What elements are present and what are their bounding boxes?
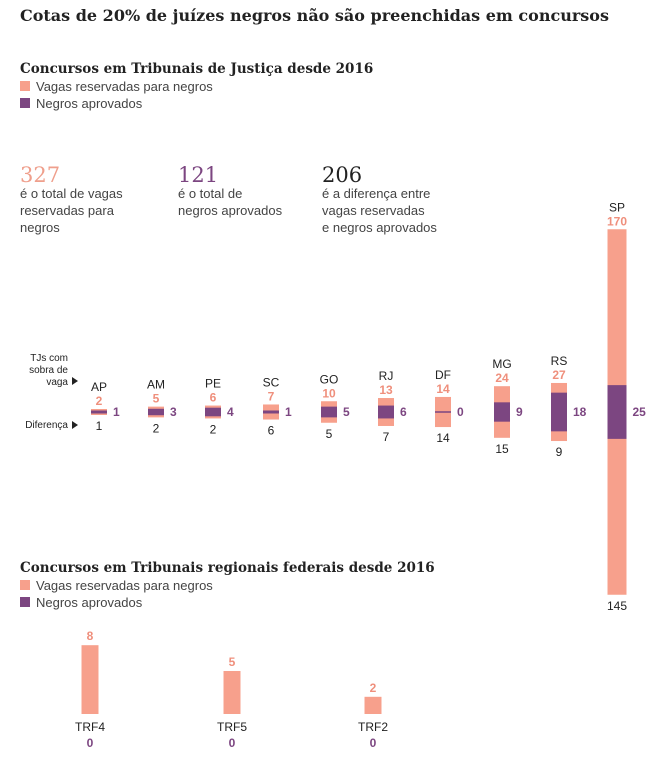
tj-approved-value-SP: 25	[633, 405, 647, 419]
legend-approved-label: Negros aprovados	[36, 96, 143, 111]
stat-text-2-2: e negros aprovados	[322, 220, 437, 235]
tj-difference-AP: 1	[96, 419, 103, 433]
tj-section-title: Concursos em Tribunais de Justiça desde …	[20, 61, 373, 77]
sobra-label-line-2: sobra de	[29, 365, 68, 376]
tj-bar-approved-SC	[263, 410, 279, 414]
tj-bar-approved-MG	[494, 402, 510, 422]
legend-reserved-swatch	[20, 81, 30, 91]
tj-category-SP: SP	[609, 200, 625, 214]
tj-approved-value-PE: 4	[227, 405, 234, 419]
trf-approved-value-TRF2: 0	[370, 736, 377, 750]
tj-bar-approved-AM	[148, 408, 164, 416]
stat-text-2-1: vagas reservadas	[322, 203, 425, 218]
diferenca-label: Diferença	[25, 420, 68, 431]
tj-approved-value-RS: 18	[573, 405, 587, 419]
trf-approved-value-TRF4: 0	[87, 736, 94, 750]
trf-legend-approved-swatch	[20, 597, 30, 607]
tj-difference-RJ: 7	[383, 430, 390, 444]
tj-category-GO: GO	[320, 372, 339, 386]
stat-text-0-1: reservadas para	[20, 203, 115, 218]
tj-reserved-value-MG: 24	[495, 371, 509, 385]
tj-difference-SC: 6	[268, 424, 275, 438]
tj-reserved-value-AM: 5	[153, 392, 160, 406]
tj-bar-approved-RJ	[378, 405, 394, 419]
tj-category-RJ: RJ	[379, 369, 394, 383]
row-labels: TJs com sobra de vaga Diferença	[25, 353, 78, 431]
stat-text-0-0: é o total de vagas	[20, 186, 123, 201]
stat-value-2: 206	[322, 163, 362, 187]
stat-text-2-0: é a diferença entre	[322, 186, 430, 201]
tj-reserved-value-SC: 7	[268, 389, 275, 403]
tj-bar-approved-PE	[205, 407, 221, 417]
tj-reserved-value-RS: 27	[552, 368, 566, 382]
trf-legend-approved-label: Negros aprovados	[36, 595, 143, 610]
tj-reserved-value-DF: 14	[436, 382, 450, 396]
sobra-label-line-3: vaga	[46, 377, 68, 388]
trf-reserved-value-TRF4: 8	[87, 629, 94, 643]
trf-reserved-value-TRF2: 2	[370, 681, 377, 695]
diferenca-arrow-icon	[72, 421, 78, 429]
stat-value-0: 327	[20, 163, 60, 187]
trf-bar-reserved-TRF5	[223, 671, 241, 714]
trf-section-title: Concursos em Tribunais regionais federai…	[20, 560, 435, 576]
trf-category-TRF2: TRF2	[358, 720, 388, 734]
tj-difference-RS: 9	[556, 445, 563, 459]
stat-text-0-2: negros	[20, 220, 60, 235]
tj-category-MG: MG	[492, 357, 511, 371]
tj-bar-approved-SP	[607, 385, 627, 439]
tj-reserved-value-SP: 170	[607, 214, 627, 228]
trf-category-TRF5: TRF5	[217, 720, 247, 734]
tj-difference-SP: 145	[607, 599, 627, 613]
legend-reserved-label: Vagas reservadas para negros	[36, 79, 213, 94]
trf-approved-value-TRF5: 0	[229, 736, 236, 750]
tj-difference-AM: 2	[153, 421, 160, 435]
tj-approved-value-AP: 1	[113, 405, 120, 419]
tj-difference-MG: 15	[495, 442, 509, 456]
tj-approved-value-AM: 3	[170, 405, 177, 419]
tj-reserved-value-GO: 10	[322, 386, 336, 400]
tj-approved-value-RJ: 6	[400, 405, 407, 419]
tj-category-AM: AM	[147, 378, 165, 392]
sobra-arrow-icon	[72, 377, 78, 385]
tj-category-PE: PE	[205, 377, 221, 391]
trf-legend-reserved-label: Vagas reservadas para negros	[36, 578, 213, 593]
tj-bar-approved-AP	[91, 410, 107, 414]
tj-reserved-value-RJ: 13	[379, 383, 393, 397]
tj-difference-PE: 2	[210, 422, 217, 436]
tj-category-RS: RS	[551, 354, 568, 368]
stat-text-1-1: negros aprovados	[178, 203, 283, 218]
trf-bar-reserved-TRF4	[81, 645, 99, 714]
tj-approved-value-MG: 9	[516, 405, 523, 419]
trf-reserved-value-TRF5: 5	[229, 655, 236, 669]
tj-approved-value-SC: 1	[285, 405, 292, 419]
tj-bar-approved-RS	[551, 392, 567, 432]
sobra-label-line-1: TJs com	[30, 353, 68, 364]
tj-approved-value-DF: 0	[457, 405, 464, 419]
tj-reserved-value-AP: 2	[96, 394, 103, 408]
trf-legend-reserved-swatch	[20, 580, 30, 590]
tj-category-SC: SC	[263, 375, 280, 389]
tj-bar-approved-GO	[321, 406, 337, 418]
tj-bar-approved-DF	[435, 411, 451, 413]
tj-bars: 2AP115AM326PE427SC1610GO5513RJ6714DF0142…	[91, 200, 646, 613]
tj-approved-value-GO: 5	[343, 405, 350, 419]
tj-reserved-value-PE: 6	[210, 391, 217, 405]
tj-difference-DF: 14	[436, 431, 450, 445]
trf-bar-reserved-TRF2	[364, 696, 382, 714]
page-title: Cotas de 20% de juízes negros não são pr…	[20, 6, 609, 25]
stat-value-1: 121	[178, 163, 218, 187]
stat-text-1-0: é o total de	[178, 186, 242, 201]
tj-category-DF: DF	[435, 368, 451, 382]
trf-category-TRF4: TRF4	[75, 720, 105, 734]
tj-difference-GO: 5	[326, 427, 333, 441]
tj-category-AP: AP	[91, 380, 107, 394]
trf-bars: 8 TRF4 0 5 TRF5 0 2 TRF2 0	[75, 629, 388, 750]
legend-approved-swatch	[20, 98, 30, 108]
